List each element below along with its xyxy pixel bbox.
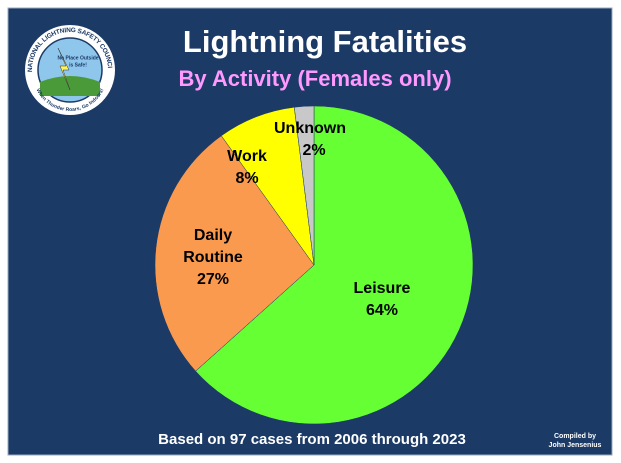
slice-label: Work [227, 148, 267, 165]
slice-label: Leisure [354, 280, 411, 297]
pie-slice [293, 105, 315, 266]
pie-slice [195, 105, 474, 425]
slice-value-label: 27% [197, 271, 229, 288]
pie: Leisure 64% Daily Routine 27% Work 8% Unknown 2% [154, 105, 474, 425]
footnote: Based on 97 cases from 2006 through 2023 [158, 431, 466, 448]
logo-text: is Safe! [69, 62, 87, 68]
chart-title: Lightning Fatalities [183, 24, 467, 59]
slice-value-label: 8% [235, 170, 258, 187]
logo-ground [40, 76, 100, 96]
slice-label: Daily Routine [183, 227, 243, 266]
credit: Compiled by [554, 433, 596, 440]
slice-value-label: 2% [302, 142, 325, 159]
slice-label: Unknown [274, 120, 346, 137]
logo-bolt [57, 47, 71, 91]
logo-text: No Place Outside [57, 55, 98, 61]
credit: John Jensenius [549, 442, 602, 449]
chart-subtitle: By Activity (Females only) [178, 66, 451, 91]
pie-slice [154, 135, 315, 372]
slice-value-label: 64% [366, 302, 398, 319]
